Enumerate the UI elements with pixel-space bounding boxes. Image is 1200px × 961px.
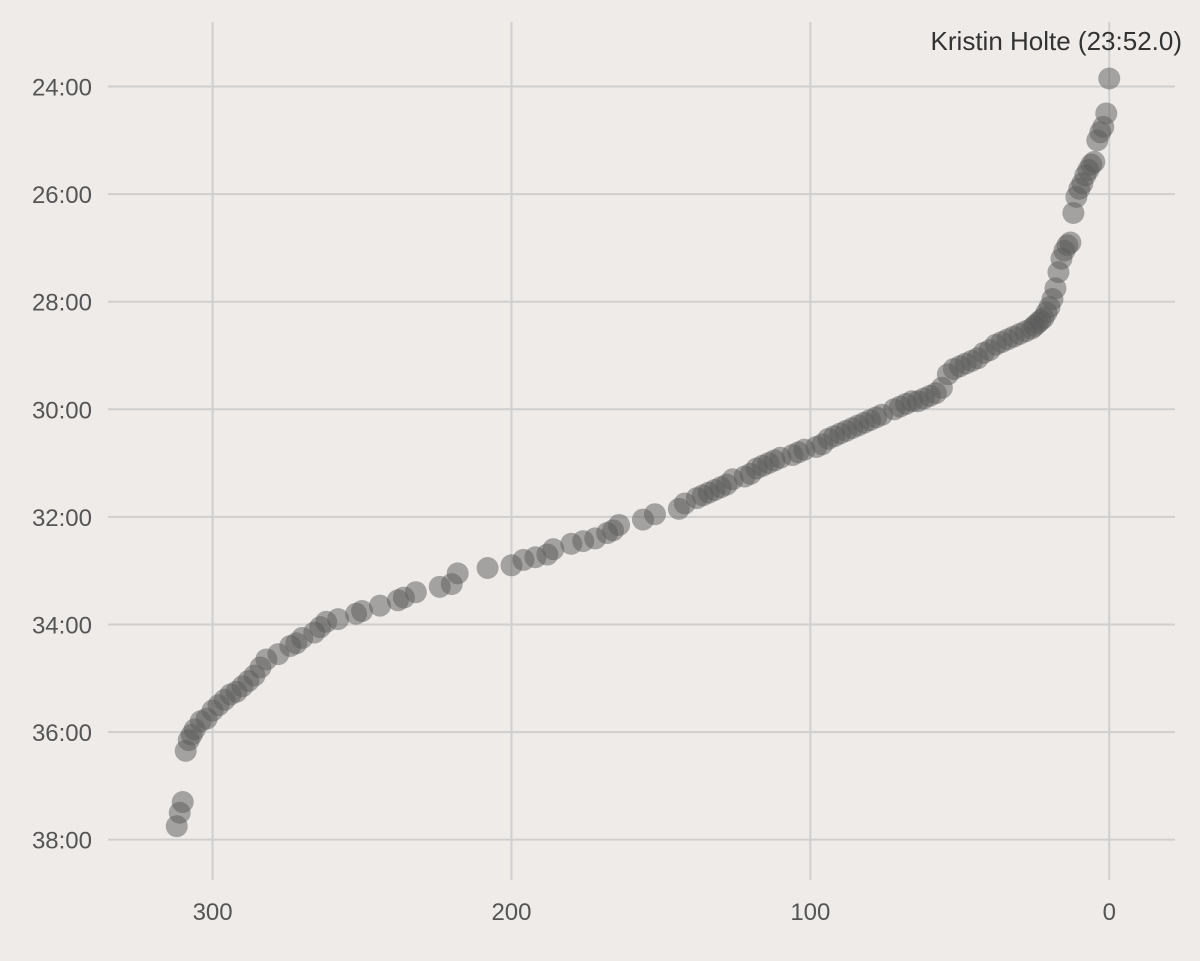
data-point <box>476 557 499 579</box>
data-point <box>386 589 409 612</box>
data-point <box>174 739 197 762</box>
data-point <box>1086 129 1109 152</box>
data-point <box>560 532 583 555</box>
data-point <box>667 497 690 520</box>
x-tick-label: 0 <box>1103 899 1116 926</box>
data-point <box>428 575 451 598</box>
leader-annotation: Kristin Holte (23:52.0) <box>931 26 1182 56</box>
y-tick-label: 36:00 <box>32 720 92 747</box>
x-tick-label: 100 <box>790 899 830 926</box>
data-point <box>631 508 654 531</box>
y-tick-label: 34:00 <box>32 612 92 639</box>
y-tick-label: 26:00 <box>32 182 92 209</box>
x-tick-label: 300 <box>193 899 233 926</box>
data-point <box>1098 67 1121 90</box>
chart-grid <box>108 22 1175 880</box>
data-point <box>345 602 368 625</box>
x-axis-tick-labels: 300 200 100 0 <box>193 899 1116 926</box>
chart-points <box>165 67 1121 838</box>
x-tick-label: 200 <box>491 899 531 926</box>
y-tick-label: 38:00 <box>32 828 92 855</box>
data-point <box>165 815 188 838</box>
y-tick-label: 32:00 <box>32 505 92 532</box>
y-axis-tick-labels: 24:00 26:00 28:00 30:00 32:00 34:00 36:00 38:00 <box>32 75 92 855</box>
data-point <box>500 554 523 577</box>
y-tick-label: 30:00 <box>32 397 92 424</box>
y-tick-label: 24:00 <box>32 75 92 102</box>
y-tick-label: 28:00 <box>32 290 92 317</box>
data-point <box>368 594 391 617</box>
data-point <box>1062 201 1085 224</box>
